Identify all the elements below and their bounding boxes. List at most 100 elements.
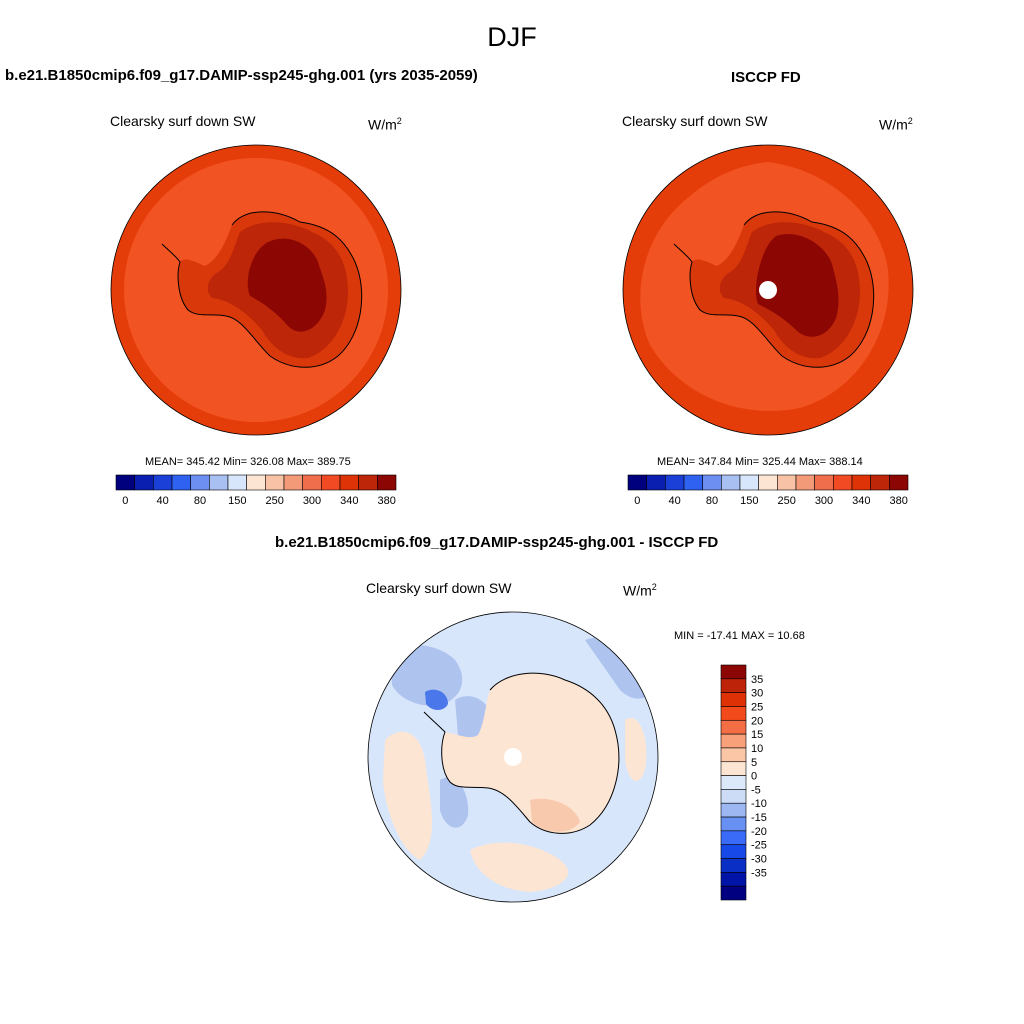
colorbar-swatch [777, 474, 797, 491]
colorbar-swatch [720, 678, 747, 693]
colorbar-swatch [720, 802, 747, 818]
colorbar-swatch [720, 733, 747, 749]
colorbar-swatch [321, 474, 341, 491]
colorbar-tick-label: 300 [815, 495, 833, 507]
colorbar-swatch [720, 872, 747, 887]
map-diff-pole-hole [504, 748, 522, 766]
colorbar-tick-label: 25 [751, 701, 763, 713]
colorbar-tick-label: 30 [751, 688, 763, 700]
colorbar-swatch [720, 885, 747, 901]
colorbar-swatch [795, 474, 815, 491]
colorbar-tick-label: 5 [751, 757, 757, 769]
colorbar-swatch [739, 474, 759, 491]
colorbar-tick-label: 150 [228, 495, 246, 507]
colorbar-swatch [683, 474, 703, 491]
colorbar-tick-label: 15 [751, 729, 763, 741]
map-diff-strong-negative-patch [425, 689, 448, 710]
colorbar-swatch [870, 474, 890, 491]
colorbar-tick-label: 10 [751, 743, 763, 755]
colorbar-swatch [339, 474, 359, 491]
colorbar-obs: 0 40 80 150 250 300 340 380 [627, 474, 909, 507]
map-model-core [247, 238, 327, 332]
colorbar-tick-label: 0 [634, 495, 640, 507]
map-diff-border [367, 611, 659, 903]
figure-title: DJF [487, 22, 537, 52]
colorbar-tick-label: 380 [889, 495, 907, 507]
colorbar-tick-label: 380 [377, 495, 395, 507]
colorbar-tick-label: 340 [852, 495, 870, 507]
units-label-model: W/m2 [368, 116, 402, 133]
colorbar-swatch [758, 474, 778, 491]
colorbar-swatch [190, 474, 210, 491]
variable-label-difference: Clearsky surf down SW [366, 580, 512, 596]
colorbar-tick-label: 150 [740, 495, 758, 507]
variable-label-obs: Clearsky surf down SW [622, 113, 768, 129]
colorbar-swatch [720, 664, 747, 680]
map-diff-positive-patch [625, 718, 647, 781]
colorbar-swatch [627, 474, 647, 491]
colorbar-swatch [720, 858, 747, 873]
units-label-obs: W/m2 [879, 116, 913, 133]
map-diff-strong-positive-patch [530, 798, 580, 832]
colorbar-swatch [814, 474, 834, 491]
colorbar-swatch [720, 830, 747, 846]
colorbar-swatch [851, 474, 871, 491]
stats-model: MEAN= 345.42 Min= 326.08 Max= 389.75 [145, 456, 351, 468]
colorbar-tick-label: -35 [751, 867, 767, 879]
colorbar-tick-label: -30 [751, 854, 767, 866]
colorbar-tick-label: 250 [265, 495, 283, 507]
colorbar-tick-label: -20 [751, 826, 767, 838]
colorbar-tick-label: -5 [751, 784, 761, 796]
colorbar-swatch [665, 474, 685, 491]
coastline-obs [673, 211, 875, 368]
map-diff-negative-patch [585, 637, 651, 699]
colorbar-tick-label: 40 [669, 495, 681, 507]
colorbar-swatch [720, 706, 747, 721]
map-obs-border [622, 144, 914, 436]
map-diff-positive-patch [383, 731, 432, 860]
colorbar-tick-label: -15 [751, 812, 767, 824]
colorbar-tick-label: 0 [122, 495, 128, 507]
colorbar-tick-label: 35 [751, 674, 763, 686]
map-model [110, 144, 402, 436]
map-obs [622, 144, 914, 436]
colorbar-swatch [721, 474, 741, 491]
map-obs-core [756, 234, 839, 337]
stats-difference: MIN = -17.41 MAX = 10.68 [674, 630, 805, 642]
colorbar-swatch [265, 474, 285, 491]
units-label-difference: W/m2 [623, 582, 657, 599]
colorbar-swatch [646, 474, 666, 491]
colorbar-swatch [720, 747, 747, 763]
panel-title-difference: b.e21.B1850cmip6.f09_g17.DAMIP-ssp245-gh… [275, 534, 719, 551]
map-diff-positive-patch [470, 842, 569, 892]
colorbar-tick-label: 20 [751, 715, 763, 727]
colorbar-swatch [283, 474, 303, 491]
colorbar-swatch [720, 761, 747, 776]
stats-obs: MEAN= 347.84 Min= 325.44 Max= 388.14 [657, 456, 863, 468]
colorbar-tick-label: 80 [194, 495, 206, 507]
map-diff-negative-patch [390, 644, 463, 706]
colorbar-swatch [227, 474, 247, 491]
colorbar-tick-label: -10 [751, 798, 767, 810]
colorbar-swatch [209, 474, 229, 491]
colorbar-swatch [702, 474, 722, 491]
colorbar-swatch [246, 474, 266, 491]
colorbar-swatch [377, 474, 397, 491]
colorbar-swatch [720, 789, 747, 804]
colorbar-swatch [115, 474, 135, 491]
colorbar-swatch [358, 474, 378, 491]
colorbar-tick-label: 250 [777, 495, 795, 507]
colorbar-tick-label: 80 [706, 495, 718, 507]
coastline-difference [423, 672, 620, 834]
panel-title-obs: ISCCP FD [731, 69, 801, 86]
colorbar-swatch [833, 474, 853, 491]
colorbar-tick-label: 300 [303, 495, 321, 507]
colorbar-swatch [302, 474, 322, 491]
colorbar-swatch [171, 474, 191, 491]
map-diff-negative-patch [440, 777, 469, 828]
colorbar-swatch [153, 474, 173, 491]
colorbar-tick-label: 40 [157, 495, 169, 507]
map-model-border [110, 144, 402, 436]
variable-label-model: Clearsky surf down SW [110, 113, 256, 129]
